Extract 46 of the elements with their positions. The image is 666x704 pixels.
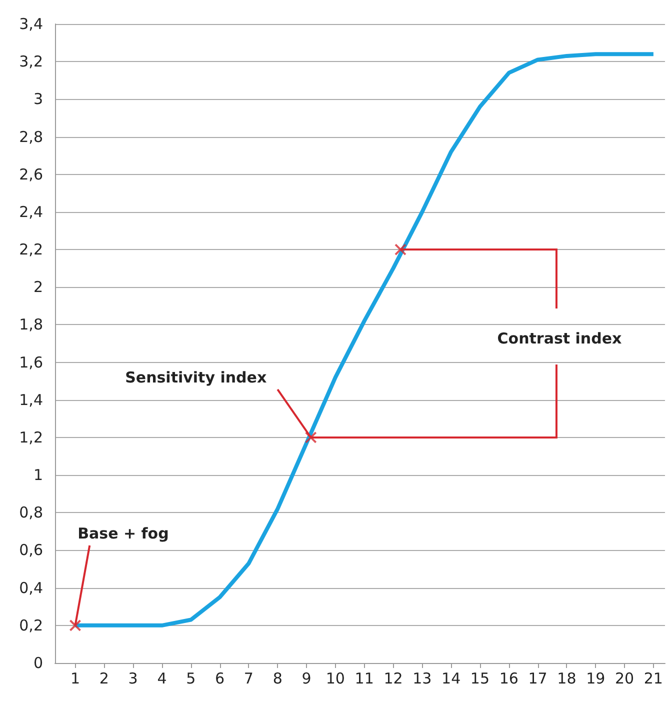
x-tick-label: 9 <box>302 670 312 688</box>
x-tick-label: 6 <box>215 670 225 688</box>
y-tick-label: 0,6 <box>19 541 43 560</box>
x-tick-label: 1 <box>70 670 80 688</box>
y-tick-label: 2,6 <box>19 165 43 184</box>
x-tick-label: 14 <box>442 670 461 688</box>
x-tick-label: 13 <box>412 670 432 688</box>
x-tick-label: 19 <box>586 670 606 688</box>
x-tick-label: 10 <box>326 670 345 688</box>
y-tick-label: 3 <box>33 90 43 108</box>
x-tick-label: 5 <box>186 670 196 688</box>
line-series <box>73 52 656 628</box>
x-tick-label: 8 <box>272 670 282 688</box>
x-tick-label: 3 <box>128 670 138 688</box>
y-tick-label: 1,2 <box>19 428 43 446</box>
y-tick-label: 1,8 <box>19 316 43 334</box>
y-tick-label: 3,4 <box>19 15 43 33</box>
point <box>304 431 317 444</box>
y-tick-label: 2,2 <box>19 240 43 259</box>
x-tick-label: 16 <box>499 670 518 688</box>
x-tick-label: 2 <box>99 670 109 688</box>
annotation: Sensitivity index <box>125 368 267 386</box>
y-tick-label: 2 <box>33 278 43 296</box>
x-tick-label: 7 <box>244 670 254 688</box>
x-tick-label: 18 <box>557 670 576 688</box>
x-tick-label: 17 <box>528 670 548 688</box>
y-tick-label: 2,4 <box>19 202 43 221</box>
x-tick-label: 21 <box>644 670 663 688</box>
y-tick-label: 0 <box>33 654 43 672</box>
point <box>394 244 406 256</box>
annotation: Base + fog <box>78 524 169 542</box>
x-tick-label: 20 <box>614 670 634 688</box>
y-tick-label: 1,6 <box>19 353 43 372</box>
y-tick-label: 0,8 <box>19 504 43 522</box>
annotation: Contrast index <box>497 330 622 348</box>
y-tick-label: 2,8 <box>19 128 43 146</box>
y-tick-label: 1 <box>33 466 43 484</box>
x-tick-label: 15 <box>470 670 490 688</box>
point <box>69 619 82 632</box>
y-tick-label: 0,4 <box>19 578 43 597</box>
y-tick-label: 0,2 <box>19 616 43 634</box>
x-tick-label: 4 <box>157 670 167 688</box>
x-tick-label: 12 <box>384 670 403 688</box>
y-tick-label: 1,4 <box>19 390 43 409</box>
x-tick-label: 11 <box>354 670 374 688</box>
y-tick-label: 3,2 <box>19 52 43 71</box>
